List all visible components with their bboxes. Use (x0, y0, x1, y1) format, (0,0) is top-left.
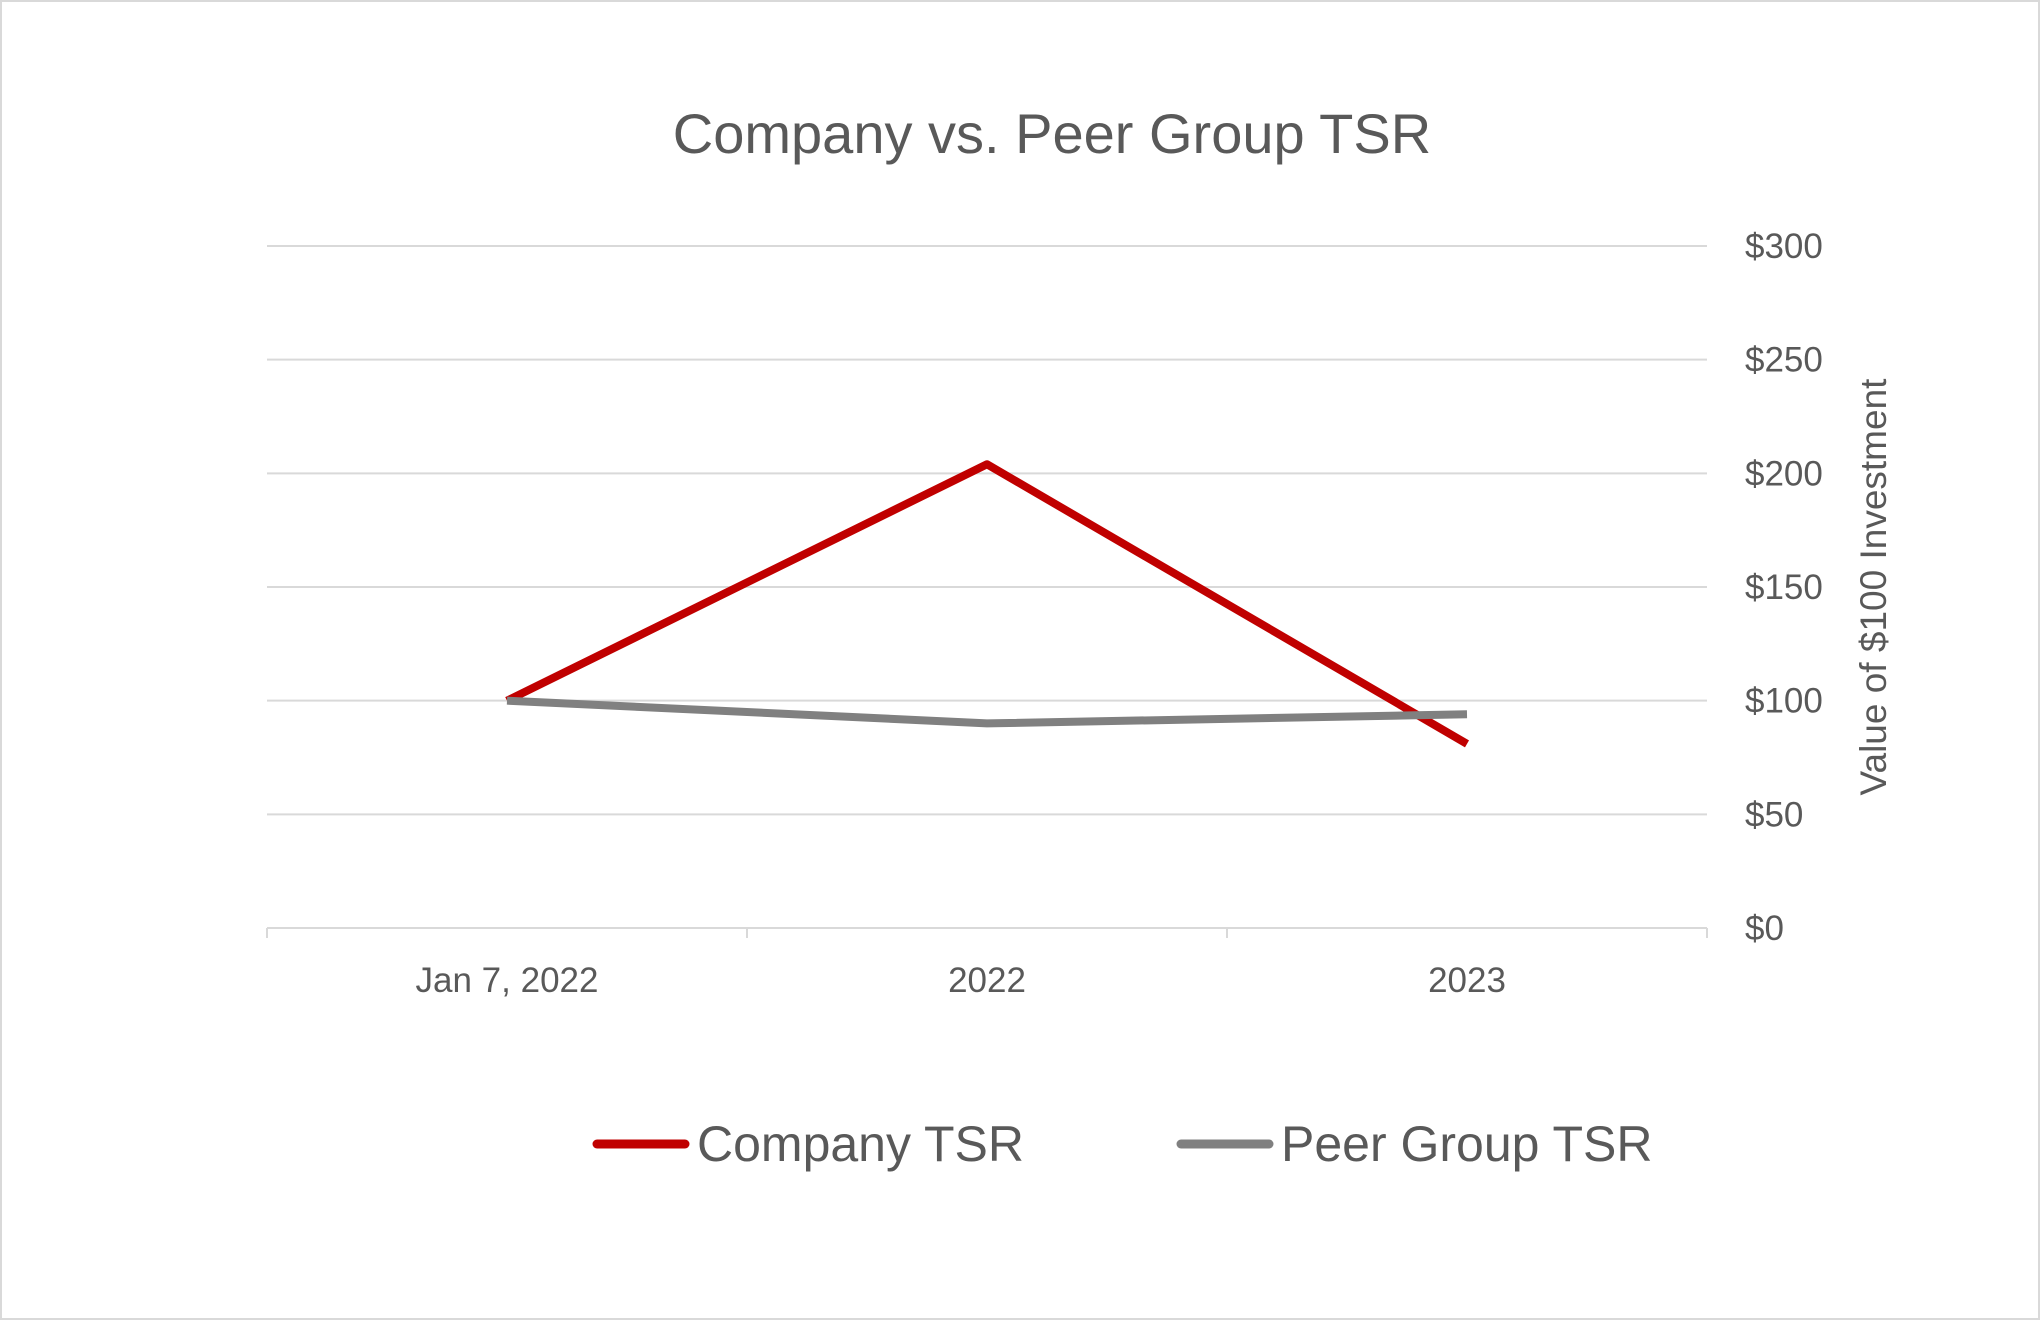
y-tick-label: $300 (1745, 227, 1823, 266)
series-line-company-tsr (505, 460, 1470, 748)
chart-title: Company vs. Peer Group TSR (673, 102, 1431, 165)
legend-label-company-tsr: Company TSR (697, 1116, 1024, 1172)
x-tick-label: 2022 (948, 961, 1026, 1000)
y-tick-label: $50 (1745, 795, 1803, 834)
gridlines (267, 245, 1707, 816)
x-axis-tick-labels: Jan 7, 2022 2022 2023 (416, 961, 1506, 1000)
y-axis-title: Value of $100 Investment (1853, 378, 1894, 796)
y-tick-label: $0 (1745, 909, 1784, 948)
x-tick-label: 2023 (1428, 961, 1506, 1000)
series-lines (505, 460, 1470, 748)
y-tick-label: $100 (1745, 682, 1823, 721)
y-tick-label: $200 (1745, 454, 1823, 493)
series-line-peer-group-tsr (506, 696, 1468, 728)
y-axis-tick-labels: $0 $50 $100 $150 $200 $250 $300 (1745, 227, 1823, 948)
x-axis (266, 927, 1708, 938)
y-tick-label: $250 (1745, 341, 1823, 380)
x-tick-label: Jan 7, 2022 (416, 961, 599, 1000)
legend-label-peer-group-tsr: Peer Group TSR (1281, 1116, 1652, 1172)
y-tick-label: $150 (1745, 568, 1823, 607)
legend: Company TSR Peer Group TSR (592, 1116, 1652, 1172)
